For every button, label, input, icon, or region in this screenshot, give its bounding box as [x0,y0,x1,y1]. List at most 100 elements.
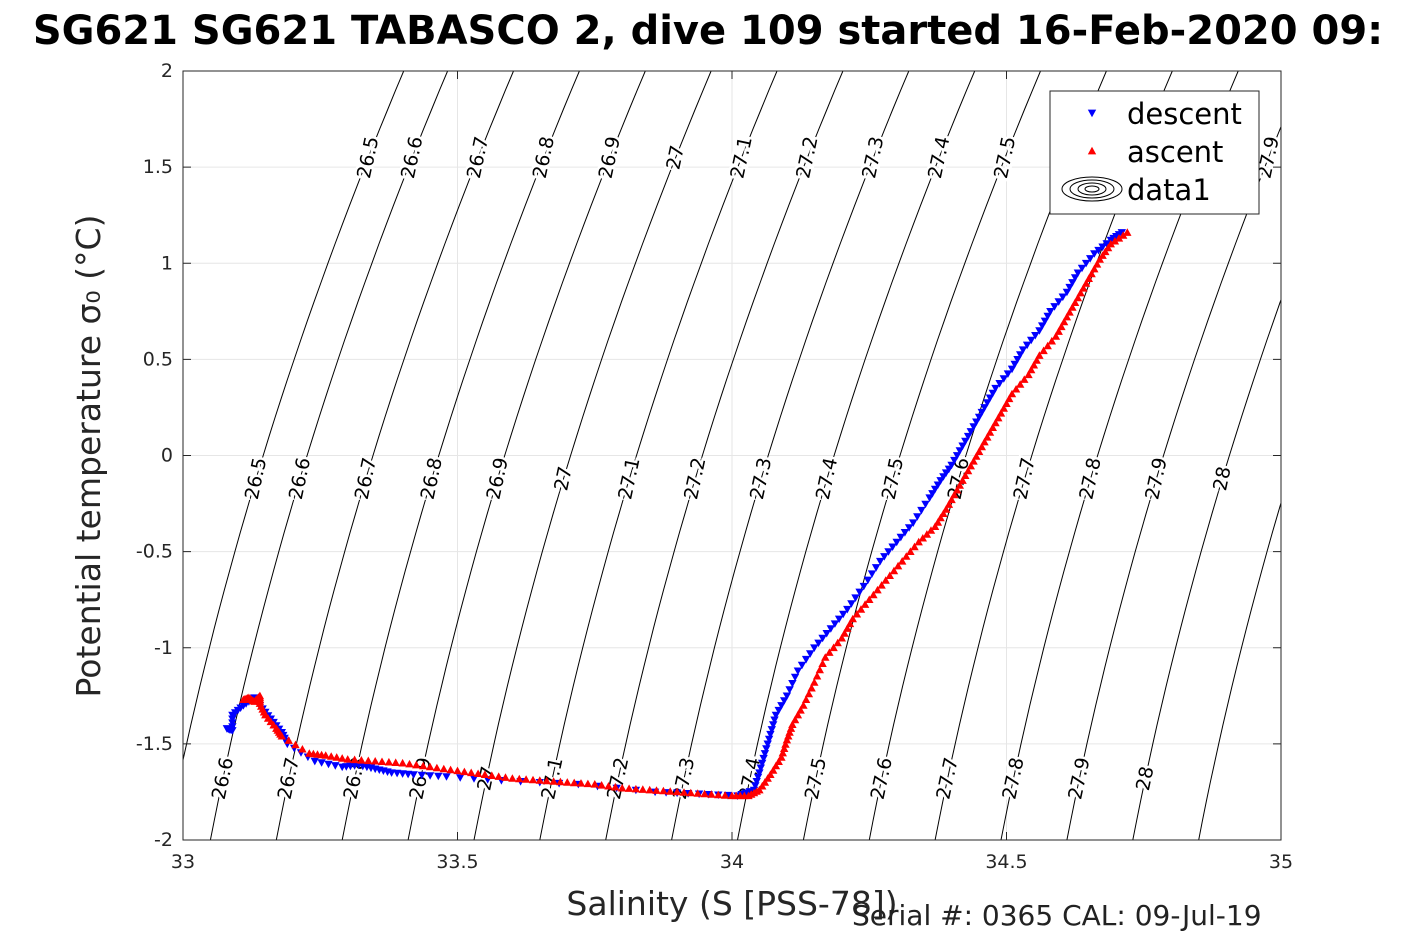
data-point-up [487,771,496,779]
data-point-up [889,566,899,575]
isopycnal-line [407,71,646,840]
data-point-down [1016,351,1025,359]
data-point-up [829,643,838,652]
data-point-up [777,753,786,761]
data-point-up [988,423,997,431]
data-point-up [939,509,948,517]
data-point-down [1081,259,1091,268]
data-point-down [814,639,823,648]
data-point-up [763,774,772,782]
isopycnal-line [1132,298,1281,840]
data-point-up [799,701,808,709]
data-point-down [974,413,984,422]
data-point-up [760,778,770,786]
data-point-up [1043,341,1052,350]
data-point-up [291,740,300,749]
data-point-up [1020,375,1029,383]
data-point-up [790,715,800,724]
data-point-up [1005,394,1014,403]
data-point-down [409,771,418,779]
data-point-down [1050,303,1059,311]
data-point-up [638,785,647,793]
data-point-down [991,384,1000,393]
data-point-up [1123,228,1132,236]
data-point-down [988,389,997,398]
data-point-up [1084,274,1093,282]
data-point-up [766,770,775,778]
data-point-down [1073,269,1083,278]
data-point-down [1117,229,1126,237]
data-point-down [760,750,770,758]
data-point-down [995,380,1004,388]
data-point-down [434,772,443,781]
data-point-down [888,543,897,551]
data-point-up [815,665,824,674]
data-point-down [818,634,827,643]
data-point-down [1046,308,1055,316]
data-point-down [985,394,995,402]
isopycnal-line [737,71,976,840]
data-point-up [528,775,538,784]
data-point-up [508,774,517,782]
data-point-down [228,715,237,724]
data-point-down [977,408,986,417]
data-point-down [790,673,800,682]
data-point-up [494,772,503,780]
isopycnal-line [539,71,778,840]
data-point-up [902,552,911,560]
data-point-up [974,447,984,455]
data-point-up [969,457,978,465]
y-tick-label: 2 [161,60,173,82]
data-point-up [807,683,816,692]
data-point-up [277,732,286,740]
data-point-down [867,570,877,578]
x-tick-label: 33.5 [436,851,478,873]
data-point-down [1027,336,1036,345]
data-point-down [810,644,819,652]
data-point-up [926,526,936,534]
data-point-up [877,581,886,589]
data-point-down [847,600,856,608]
data-point-up [1098,251,1107,259]
data-point-up [343,755,352,763]
data-point-down [1018,346,1028,354]
data-point-up [515,774,524,783]
data-point-up [298,745,307,753]
data-point-down [917,506,926,515]
data-point-up [686,788,695,797]
data-point-down [958,442,967,451]
data-point-down [1070,274,1080,282]
data-point-down [892,538,901,547]
data-point-down [834,615,844,624]
data-point-up [1114,234,1124,242]
data-point-down [952,452,962,460]
data-point-up [848,614,857,623]
y-tick-label: 0.5 [143,348,173,370]
data-point-up [825,648,834,656]
data-point-up [1051,332,1061,340]
data-point-down [969,423,978,431]
isopycnal-line [605,71,844,840]
data-point-up [1024,370,1033,379]
data-point-up [666,787,675,795]
data-point-up [321,751,330,759]
isopycnal-line [183,71,405,763]
data-point-up [961,471,970,479]
data-point-up [707,790,716,798]
data-point-down [913,513,922,521]
data-point-up [467,768,476,777]
y-tick-label: 1 [161,252,173,274]
data-point-down [1094,246,1103,255]
data-point-up [944,500,954,508]
x-tick-label: 33 [171,851,195,873]
data-point-down [785,686,794,694]
data-point-down [1022,341,1032,350]
data-point-down [310,757,319,766]
legend-contour-symbol [1077,182,1107,196]
data-point-up [542,776,551,785]
data-point-down [999,375,1008,383]
data-point-up [1039,346,1048,355]
data-point-up [774,757,783,765]
data-point-up [780,744,789,752]
